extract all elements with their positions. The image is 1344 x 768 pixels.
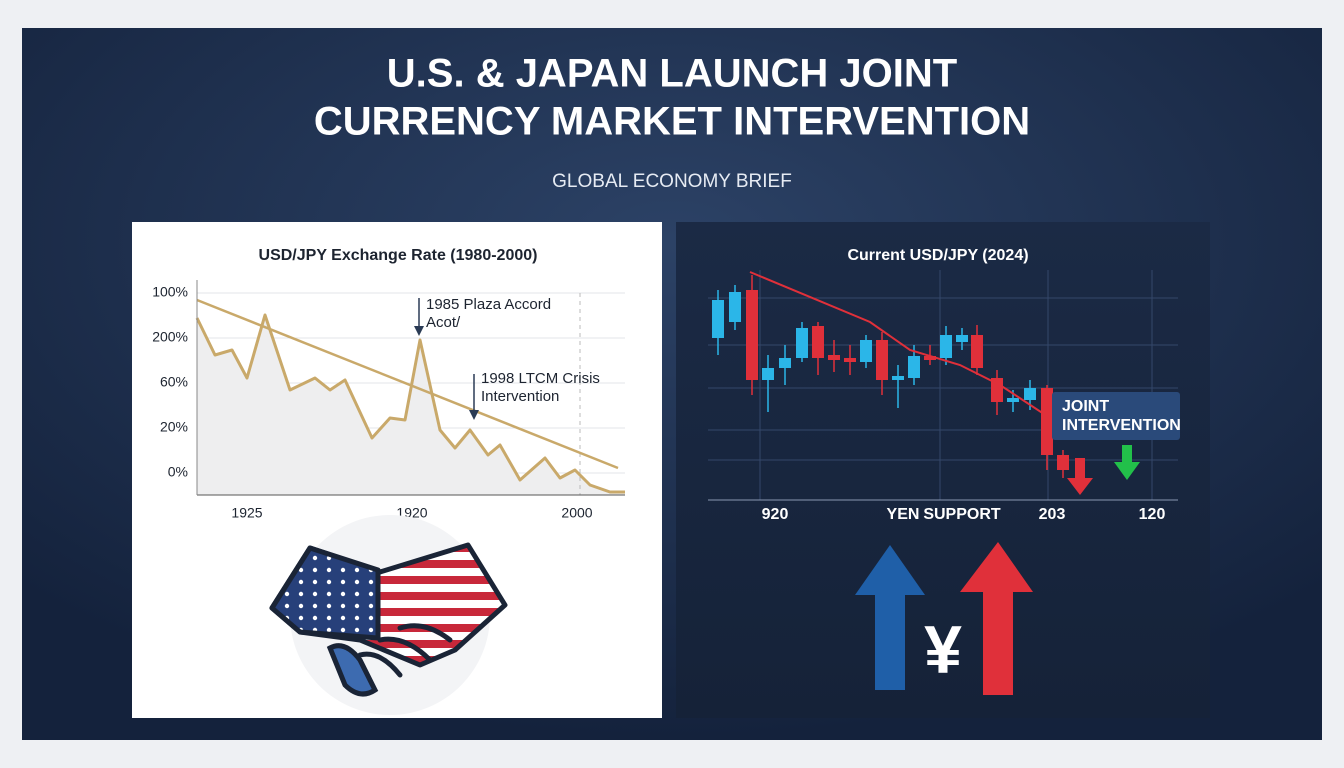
down-arrow xyxy=(1067,458,1093,495)
candle xyxy=(762,368,774,380)
trend-line xyxy=(749,271,1051,419)
right-chart-title: Current USD/JPY (2024) xyxy=(847,247,1028,264)
y-tick-label: 100% xyxy=(152,284,188,300)
annotation: Intervention xyxy=(481,388,559,405)
candle xyxy=(971,335,983,368)
title-line: CURRENCY MARKET INTERVENTION xyxy=(314,100,1030,144)
callout-box xyxy=(1052,392,1180,440)
fingers xyxy=(357,623,453,678)
yen-symbol: ¥ xyxy=(924,612,962,688)
candle xyxy=(956,335,968,342)
candle xyxy=(812,326,824,358)
x-tick-label: 203 xyxy=(1039,506,1066,523)
candle xyxy=(729,292,741,322)
candle xyxy=(860,340,872,362)
x-tick-label: SUPPORT xyxy=(923,506,1001,523)
y-tick-label: 60% xyxy=(160,374,188,390)
x-tick-label: 120 xyxy=(1139,506,1166,523)
x-tick-label: 1925 xyxy=(231,505,262,521)
y-tick-label: 200% xyxy=(152,329,188,345)
x-tick-label: 920 xyxy=(762,506,789,523)
callout-text: INTERVENTION xyxy=(1062,417,1181,434)
candle xyxy=(908,356,920,378)
x-tick-label: 2000 xyxy=(561,505,592,521)
candle xyxy=(779,358,791,368)
candle xyxy=(844,358,856,362)
trend-line xyxy=(196,298,619,470)
title-line: U.S. & JAPAN LAUNCH JOINT xyxy=(387,52,957,96)
x-tick-label: YEN xyxy=(887,506,920,523)
arrow-head xyxy=(469,410,479,420)
finger xyxy=(326,643,379,697)
up-arrow xyxy=(960,542,1033,695)
left-chart-title: USD/JPY Exchange Rate (1980-2000) xyxy=(259,247,538,264)
up-arrow xyxy=(855,545,925,690)
candle xyxy=(892,376,904,380)
down-arrow xyxy=(1114,445,1140,480)
callout-text: JOINT xyxy=(1062,398,1109,415)
candle xyxy=(876,340,888,380)
candle xyxy=(1007,398,1019,402)
candle xyxy=(1057,455,1069,470)
annotation: 1985 Plaza Accord xyxy=(426,296,551,313)
area xyxy=(197,315,625,495)
candles xyxy=(712,275,1069,478)
subtitle: GLOBAL ECONOMY BRIEF xyxy=(552,171,792,192)
candle xyxy=(940,335,952,358)
annotation: Acot/ xyxy=(426,314,461,331)
candle xyxy=(796,328,808,358)
candle xyxy=(828,355,840,360)
candle xyxy=(1041,388,1053,455)
y-tick-label: 0% xyxy=(168,464,188,480)
rate-line xyxy=(195,313,625,494)
candle xyxy=(1024,388,1036,400)
flag-canton xyxy=(269,545,381,641)
candle xyxy=(712,300,724,338)
candle xyxy=(746,290,758,380)
y-tick-label: 20% xyxy=(160,419,188,435)
annotation: 1998 LTCM Crisis xyxy=(481,370,600,387)
arrow-head xyxy=(414,326,424,336)
candle xyxy=(924,356,936,360)
